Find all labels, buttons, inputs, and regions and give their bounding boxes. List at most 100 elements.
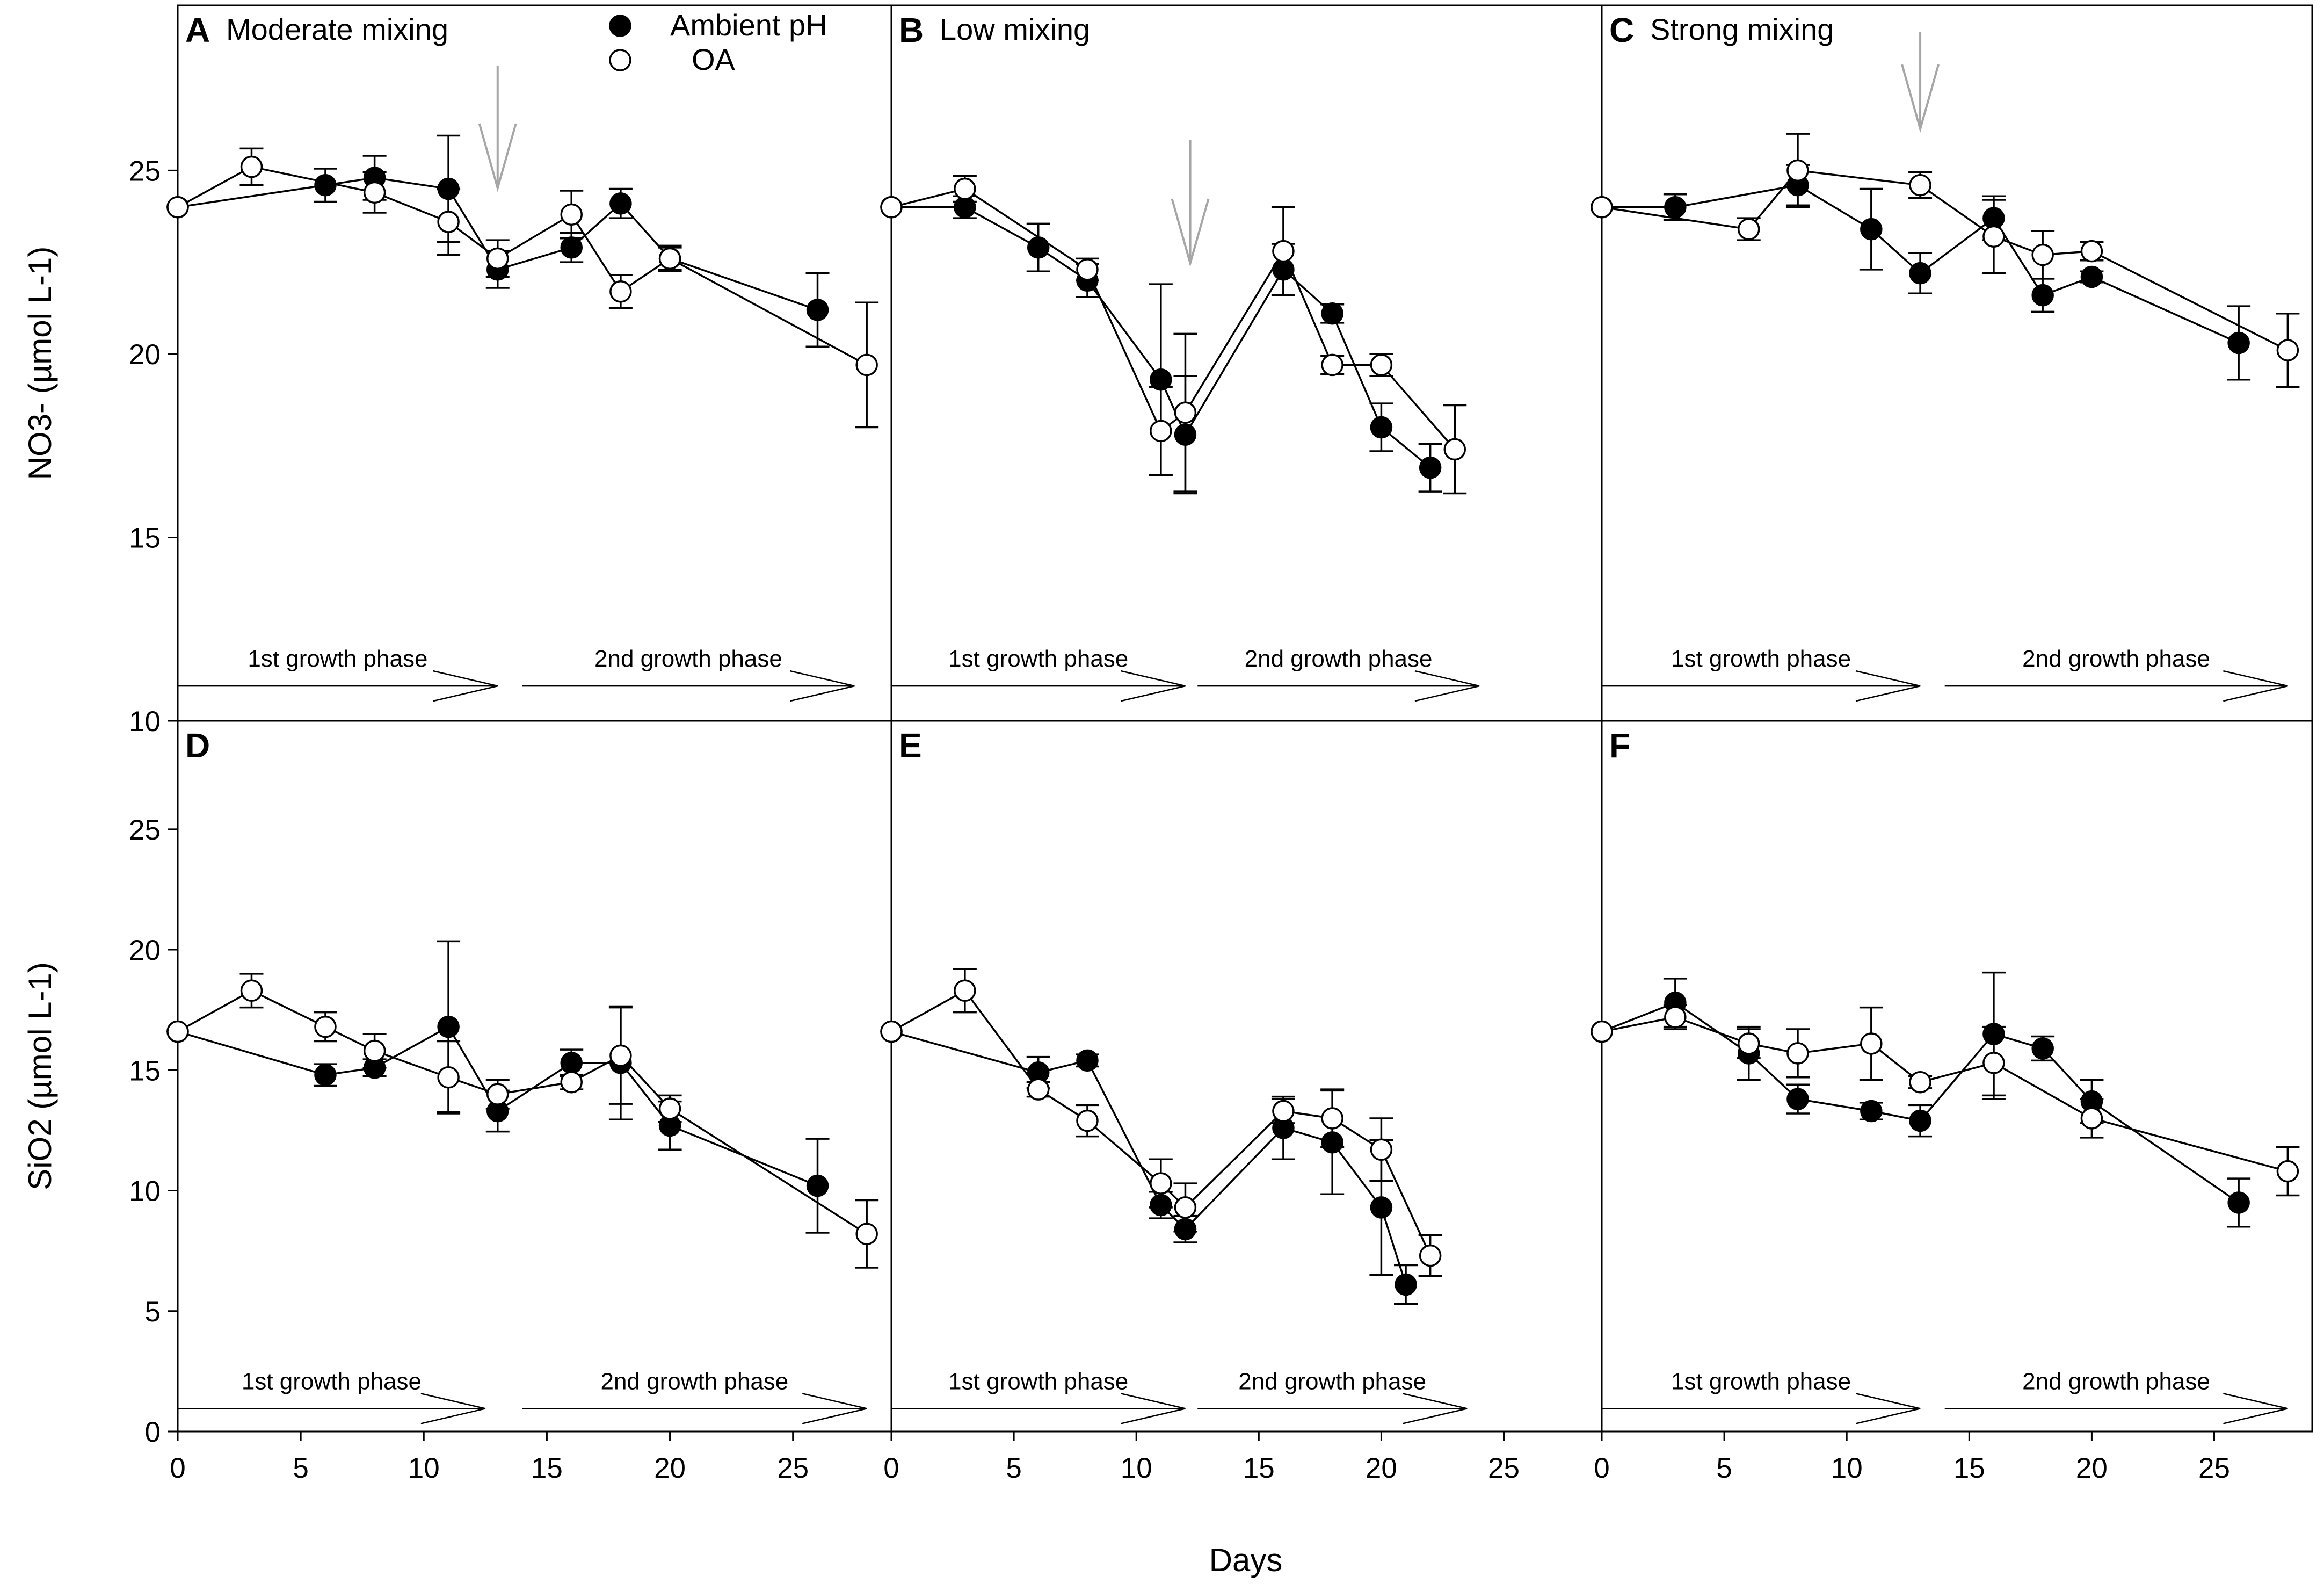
oa-point	[437, 1066, 460, 1089]
ambient-series-line	[891, 1030, 1407, 1285]
oa-point	[1150, 420, 1172, 443]
panel-A: A Moderate mixing 1st growth phase 2nd grow…	[166, 11, 879, 702]
oa-point	[1076, 258, 1099, 281]
oa-point	[486, 1083, 509, 1105]
panel-letter: D	[185, 726, 210, 765]
x-tick-label: 20	[2076, 1452, 2108, 1484]
x-tick-label: 10	[1121, 1452, 1152, 1484]
phase-arrow-head	[1121, 670, 1186, 702]
x-tick-label: 25	[777, 1452, 809, 1484]
y-axis-title: NO3- (µmol L-1)	[22, 247, 58, 480]
oa-point	[363, 181, 386, 204]
y-tick-label: 0	[145, 1416, 161, 1448]
y-axis-title: SiO2 (µmol L-1)	[22, 962, 58, 1190]
panel-letter: A	[185, 11, 210, 49]
oa-point	[166, 1020, 189, 1043]
ambient-ph-point	[1027, 236, 1050, 259]
event-arrow-head	[1901, 64, 1940, 133]
panel-frame	[1601, 720, 2313, 1433]
oa-point	[2031, 243, 2054, 266]
phase-arrow-head	[1414, 670, 1480, 702]
panel-letter: C	[1609, 11, 1634, 49]
phase-arrow-head	[1402, 1393, 1468, 1424]
ambient-ph-point	[2031, 284, 2054, 307]
oa-series-line	[177, 989, 868, 1235]
oa-series-line	[177, 165, 868, 366]
oa-point	[1591, 1020, 1613, 1043]
ambient-ph-point	[1982, 207, 2005, 229]
ambient-ph-point	[1909, 262, 1931, 285]
x-tick-label: 10	[408, 1452, 440, 1484]
ambient-ph-point	[560, 236, 583, 259]
ambient-ph-point	[1664, 196, 1687, 219]
panel-frame	[177, 720, 892, 1433]
oa-point	[954, 979, 976, 1002]
panel-F: F 1st growth phase 2nd growth phase	[1591, 726, 2300, 1424]
x-tick-label: 20	[1366, 1452, 1397, 1484]
legend-label: Ambient pH	[670, 8, 827, 42]
oa-series-line	[891, 989, 1432, 1256]
oa-point	[1982, 1052, 2005, 1074]
oa-point	[1664, 1006, 1687, 1029]
y-tick-label: 25	[129, 814, 161, 846]
x-tick-label: 0	[170, 1452, 185, 1484]
panel-title: Moderate mixing	[226, 12, 448, 46]
oa-point	[1272, 240, 1295, 263]
phase-arrow-head	[2223, 1393, 2288, 1424]
panel-frame	[1601, 4, 2313, 722]
ambient-ph-point	[2227, 331, 2250, 355]
oa-point	[609, 1044, 632, 1067]
event-arrow-head	[1171, 198, 1210, 267]
oa-series-line	[1601, 1016, 2288, 1173]
ambient-ph-point	[437, 1015, 460, 1038]
oa-point	[437, 211, 460, 233]
phase-label: 1st growth phase	[1671, 1368, 1851, 1394]
ambient-ph-point	[314, 1064, 337, 1087]
phase-arrow-head	[433, 670, 498, 702]
x-tick-label: 0	[883, 1452, 899, 1484]
ambient-series-line	[891, 206, 1431, 469]
panel-B: B Low mixing 1st growth phase 2nd growth ph…	[880, 11, 1480, 702]
ambient-ph-point	[1370, 1196, 1393, 1219]
ambient-ph-point	[1419, 456, 1442, 479]
oa-point	[1272, 1100, 1295, 1123]
oa-point	[855, 1223, 878, 1246]
ambient-ph-point	[1982, 1023, 2005, 1045]
x-tick-label: 25	[2198, 1452, 2230, 1484]
ambient-ph-point	[1860, 218, 1883, 241]
phase-arrow-head	[2223, 670, 2288, 702]
oa-point	[1027, 1078, 1050, 1101]
oa-point	[240, 155, 263, 178]
legend-marker-oa	[609, 49, 631, 71]
oa-point	[1370, 1138, 1393, 1161]
ambient-ph-point	[1076, 1049, 1099, 1072]
x-tick-label: 15	[1953, 1452, 1985, 1484]
panel-D: D 1st growth phase 2nd growth phase	[166, 726, 879, 1424]
oa-point	[1909, 173, 1931, 197]
oa-point	[1737, 1032, 1760, 1055]
oa-point	[363, 1039, 386, 1062]
oa-point	[1786, 159, 1809, 182]
oa-point	[1443, 438, 1466, 461]
oa-point	[314, 1015, 337, 1038]
panel-frame	[177, 4, 892, 722]
oa-point	[609, 280, 632, 303]
panel-letter: B	[899, 11, 924, 49]
ambient-ph-point	[2031, 1037, 2054, 1060]
oa-series-line	[891, 187, 1456, 450]
event-arrow-head	[478, 123, 517, 192]
ambient-ph-point	[1860, 1100, 1883, 1123]
ambient-ph-point	[560, 1052, 583, 1074]
phase-arrow-head	[420, 1393, 486, 1424]
phase-label: 1st growth phase	[948, 646, 1128, 672]
phase-label: 2nd growth phase	[1245, 646, 1433, 672]
ambient-ph-point	[1321, 1131, 1343, 1154]
panel-C: C Strong mixing 1st growth phase 2nd growth…	[1591, 11, 2300, 702]
x-tick-label: 15	[1243, 1452, 1275, 1484]
oa-point	[880, 1020, 903, 1043]
oa-point	[2080, 240, 2103, 263]
oa-point	[1321, 353, 1343, 377]
ambient-ph-point	[1272, 258, 1295, 281]
phase-label: 1st growth phase	[242, 1368, 422, 1394]
